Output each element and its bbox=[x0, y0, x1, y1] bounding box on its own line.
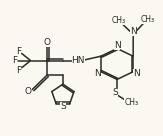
Text: O: O bbox=[43, 38, 50, 47]
Text: F: F bbox=[16, 47, 21, 56]
Text: N: N bbox=[130, 27, 137, 36]
Text: N: N bbox=[133, 69, 140, 78]
Text: CH₃: CH₃ bbox=[124, 98, 138, 107]
Text: F: F bbox=[12, 56, 17, 65]
Text: S: S bbox=[113, 88, 118, 97]
Text: CH₃: CH₃ bbox=[141, 15, 155, 24]
Text: N: N bbox=[95, 69, 101, 78]
Text: S: S bbox=[60, 102, 66, 111]
Text: CH₃: CH₃ bbox=[112, 16, 126, 25]
Text: HN: HN bbox=[72, 56, 85, 65]
Text: N: N bbox=[114, 41, 120, 50]
Text: O: O bbox=[25, 87, 32, 96]
Text: F: F bbox=[16, 66, 21, 75]
